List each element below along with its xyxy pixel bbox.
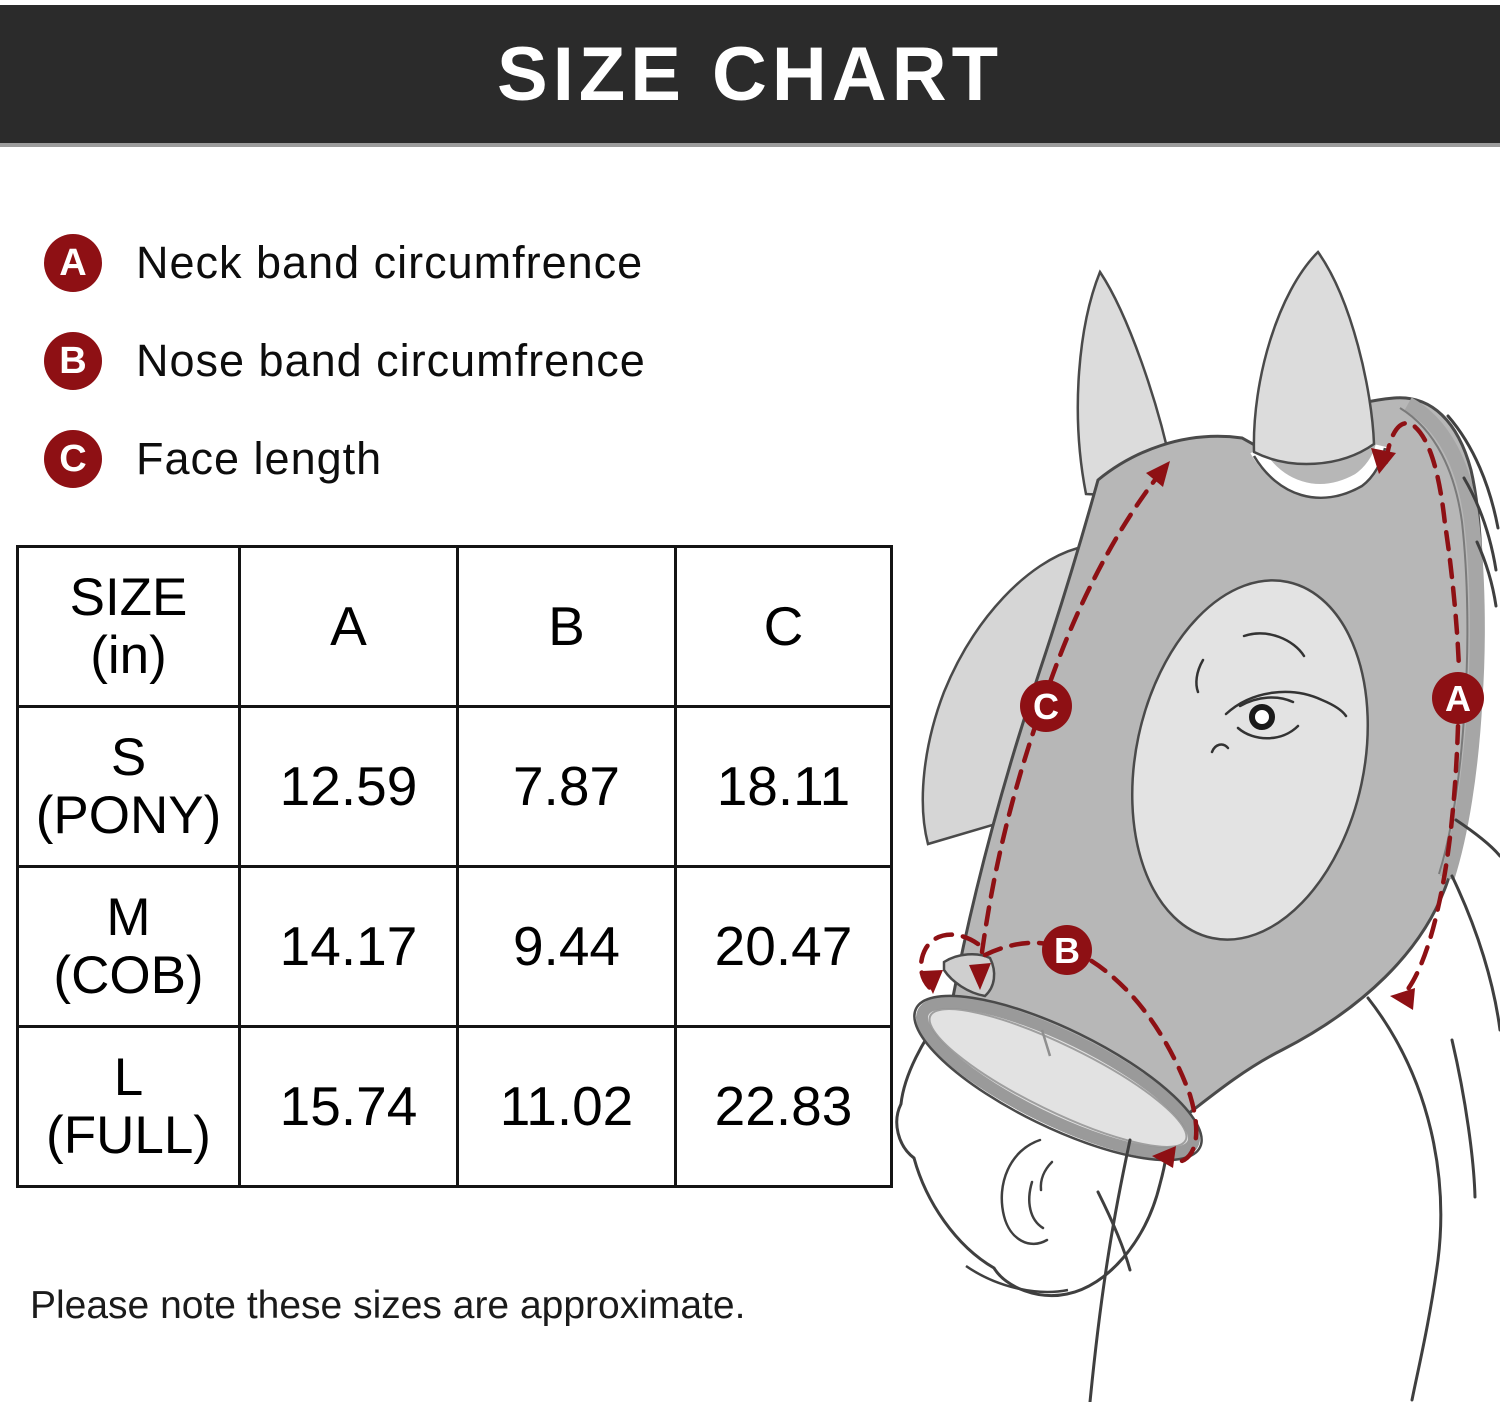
measurement-legend: A Neck band circumfrence B Nose band cir… bbox=[44, 234, 646, 528]
horse-nostril bbox=[1000, 1138, 1054, 1246]
header-bar: SIZE CHART bbox=[0, 5, 1500, 147]
arrow-b-end bbox=[1152, 1146, 1176, 1168]
cell-l-a: 15.74 bbox=[238, 1025, 459, 1188]
horse-mouth-line bbox=[965, 1264, 1069, 1294]
legend-item-b: B Nose band circumfrence bbox=[44, 332, 646, 390]
diagram-label-b: B bbox=[1054, 930, 1080, 971]
header-cell-a: A bbox=[238, 545, 459, 708]
legend-label-c: Face length bbox=[136, 433, 383, 484]
measure-path-a-arc bbox=[1383, 421, 1462, 673]
horse-neck-lines bbox=[1088, 414, 1500, 1402]
measure-path-a-down bbox=[1399, 723, 1461, 999]
legend-label-b: Nose band circumfrence bbox=[136, 335, 646, 386]
horse-mask-diagram: C A B bbox=[895, 250, 1500, 1402]
header-cell-b: B bbox=[456, 545, 677, 708]
diagram-label-a: A bbox=[1445, 678, 1471, 719]
horse-eye bbox=[1195, 632, 1348, 754]
diagram-label-c: C bbox=[1033, 686, 1059, 727]
cell-l-c: 22.83 bbox=[674, 1025, 893, 1188]
cell-s-size: S (PONY) bbox=[16, 705, 241, 868]
cell-s-a: 12.59 bbox=[238, 705, 459, 868]
table-row-s: S (PONY) 12.59 7.87 18.11 bbox=[16, 705, 893, 868]
horse-right-ear bbox=[1252, 250, 1376, 466]
cell-l-b: 11.02 bbox=[456, 1025, 677, 1188]
arrow-c-top bbox=[1146, 461, 1170, 487]
cell-s-b: 7.87 bbox=[456, 705, 677, 868]
diagram-labels: C A B bbox=[1020, 672, 1484, 975]
letter-a-badge: A bbox=[44, 234, 102, 292]
arrow-c-bottom bbox=[969, 963, 991, 990]
arrow-b-loop bbox=[922, 970, 943, 994]
measure-path-b-loop bbox=[918, 932, 981, 991]
arrow-a-bottom bbox=[1390, 988, 1415, 1010]
cell-s-c: 18.11 bbox=[674, 705, 893, 868]
cell-m-size: M (COB) bbox=[16, 865, 241, 1028]
header-cell-c: C bbox=[674, 545, 893, 708]
neck-band-inner-line bbox=[1399, 407, 1469, 875]
legend-label-a: Neck band circumfrence bbox=[136, 237, 644, 288]
legend-item-c: C Face length bbox=[44, 430, 646, 488]
neck-band-strip bbox=[1404, 397, 1485, 881]
table-row-m: M (COB) 14.17 9.44 20.47 bbox=[16, 865, 893, 1028]
header-cell-size: SIZE (in) bbox=[16, 545, 241, 708]
arrow-a-top bbox=[1371, 448, 1396, 474]
letter-b-badge: B bbox=[44, 332, 102, 390]
approximate-note: Please note these sizes are approximate. bbox=[30, 1284, 746, 1327]
diagram-label-a-circle bbox=[1432, 672, 1484, 724]
diagram-label-b-circle bbox=[1042, 925, 1092, 975]
cell-l-size: L (FULL) bbox=[16, 1025, 241, 1188]
letter-c-badge: C bbox=[44, 430, 102, 488]
nose-band-opening bbox=[913, 994, 1203, 1162]
cell-m-a: 14.17 bbox=[238, 865, 459, 1028]
table-row-l: L (FULL) 15.74 11.02 22.83 bbox=[16, 1025, 893, 1188]
eye-panel bbox=[1130, 579, 1370, 941]
size-table: SIZE (in) A B C S (PONY) 12.59 7.87 18.1… bbox=[16, 545, 893, 1188]
cell-m-b: 9.44 bbox=[456, 865, 677, 1028]
diagram-label-c-circle bbox=[1020, 680, 1072, 732]
measurement-arrowheads bbox=[922, 448, 1415, 1168]
nose-band-tab bbox=[942, 953, 996, 998]
cell-m-c: 20.47 bbox=[674, 865, 893, 1028]
table-header-row: SIZE (in) A B C bbox=[16, 545, 893, 708]
page-title: SIZE CHART bbox=[497, 31, 1003, 117]
legend-item-a: A Neck band circumfrence bbox=[44, 234, 646, 292]
